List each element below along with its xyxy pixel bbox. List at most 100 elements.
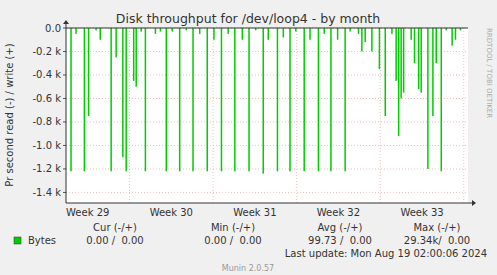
- x-grid: [213, 28, 214, 203]
- bar: [303, 28, 305, 171]
- legend-label: Bytes: [28, 235, 56, 246]
- bar: [166, 28, 168, 171]
- bar: [385, 28, 387, 116]
- bar: [135, 28, 137, 87]
- plot-area: [66, 28, 468, 203]
- x-grid: [296, 28, 297, 203]
- bar: [391, 28, 393, 34]
- x-tick-label: Week 31: [233, 207, 276, 218]
- bar: [337, 28, 339, 40]
- y-axis: [66, 24, 67, 203]
- y-tick-label: -0.2 k: [33, 46, 62, 57]
- y-arrow: [63, 20, 69, 24]
- background: [0, 0, 497, 275]
- bar: [133, 28, 135, 81]
- legend-header: Cur (-/+): [93, 222, 137, 233]
- bar: [268, 28, 270, 40]
- legend-value: 0.00 / 0.00: [86, 235, 143, 246]
- legend-header: Avg (-/+): [318, 222, 363, 233]
- bar: [100, 28, 102, 40]
- y-tick-label: -0.6 k: [33, 93, 62, 104]
- bar: [349, 28, 351, 32]
- bar: [420, 28, 422, 93]
- x-tick-label: Week 32: [317, 207, 360, 218]
- y-label: Pr second read (-) / write (+): [4, 43, 15, 186]
- bar: [418, 28, 420, 89]
- title: Disk throughput for /dev/loop4 - by mont…: [116, 11, 380, 26]
- legend-value: 99.73 / 0.00: [308, 235, 372, 246]
- bar: [364, 28, 366, 42]
- x-axis: [66, 203, 472, 204]
- bar: [455, 28, 457, 40]
- bar: [318, 28, 320, 171]
- bar: [403, 28, 405, 93]
- bar: [84, 28, 86, 171]
- y-tick-label: -1.4 k: [33, 187, 62, 198]
- bar: [145, 28, 147, 171]
- bar: [283, 28, 285, 37]
- y-grid: [66, 28, 468, 29]
- bar: [192, 28, 194, 171]
- legend-header: Min (-/+): [211, 222, 255, 233]
- x-tick-label: Week 30: [150, 207, 193, 218]
- x-arrow: [472, 200, 476, 206]
- y-tick-label: -0.4 k: [33, 69, 62, 80]
- bar: [221, 28, 223, 171]
- bar: [414, 28, 416, 63]
- bar: [242, 28, 244, 40]
- bar: [400, 28, 402, 98]
- bar: [140, 28, 142, 32]
- page: {"chart_data": {"type": "bar", "title": …: [0, 0, 497, 275]
- bar: [88, 28, 90, 116]
- bar: [361, 28, 363, 51]
- bar: [379, 28, 381, 69]
- y-tick-label: -1.2 k: [33, 163, 62, 174]
- bar: [289, 28, 291, 171]
- bar: [451, 28, 453, 46]
- x-grid: [463, 28, 464, 203]
- bar: [371, 28, 373, 51]
- bar: [155, 28, 157, 34]
- bar: [199, 28, 201, 34]
- bar: [277, 28, 279, 171]
- bar: [295, 28, 297, 32]
- bar: [70, 28, 72, 171]
- bar: [432, 28, 434, 116]
- bar: [344, 28, 346, 171]
- bar: [75, 28, 77, 34]
- bar: [125, 28, 127, 171]
- y-tick-label: -1.0 k: [33, 140, 62, 151]
- zero-line: [66, 28, 468, 29]
- chart: Disk throughput for /dev/loop4 - by mont…: [0, 0, 497, 275]
- watermark: RRDTOOL / TOBI OETIKER: [485, 28, 493, 118]
- bar: [115, 28, 117, 57]
- bar: [110, 28, 112, 171]
- bar: [262, 28, 264, 174]
- footer: Last update: Mon Aug 19 02:00:06 2024: [285, 248, 487, 259]
- bars: [70, 28, 461, 174]
- y-grid: [66, 192, 468, 193]
- bar: [171, 28, 173, 32]
- x-tick-label: Week 29: [66, 207, 109, 218]
- bar: [427, 28, 429, 169]
- bar: [441, 28, 443, 171]
- bar: [234, 28, 236, 171]
- bar: [358, 28, 360, 34]
- credit: Munin 2.0.57: [222, 264, 274, 273]
- bar: [213, 28, 215, 40]
- bar: [398, 28, 400, 136]
- bar: [410, 28, 412, 40]
- bar: [248, 28, 250, 171]
- y-tick-label: -0.8 k: [33, 116, 62, 127]
- legend-header: Max (-/+): [413, 222, 460, 233]
- bar: [160, 28, 162, 32]
- bar: [179, 28, 181, 171]
- legend-value: 0.00 / 0.00: [204, 235, 261, 246]
- legend-swatch: [14, 237, 21, 244]
- bar: [206, 28, 208, 171]
- bar: [435, 28, 437, 63]
- bar: [122, 28, 124, 157]
- bar: [323, 28, 325, 34]
- x-tick-label: Week 33: [400, 207, 443, 218]
- bar: [309, 28, 311, 40]
